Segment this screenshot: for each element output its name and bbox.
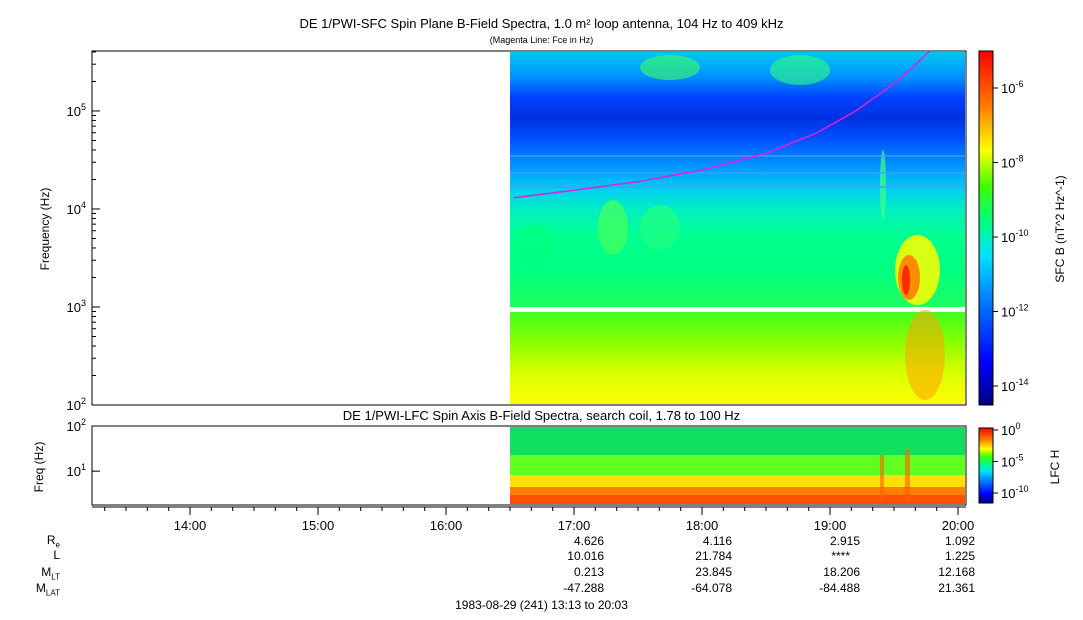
wave-emission-feature: [770, 55, 830, 85]
ephemeris-value: 23.845: [695, 565, 732, 579]
time-range-footer: 1983-08-29 (241) 13:13 to 20:03: [455, 598, 628, 612]
x-tick-label: 20:00: [941, 518, 975, 533]
x-tick-label: 18:00: [685, 518, 719, 533]
x-tick-label: 15:00: [301, 518, 335, 533]
ephemeris-value: 21.361: [938, 581, 975, 595]
ephemeris-value: 4.626: [573, 534, 604, 548]
colorbar-tick-label: 10-6: [1001, 79, 1023, 96]
ephemeris-value: 0.213: [573, 565, 604, 579]
y-tick-label: 102: [67, 396, 86, 413]
y-tick-label: 101: [67, 462, 86, 479]
chart-subtitle: (Magenta Line: Fce in Hz): [489, 35, 594, 45]
wave-emission-feature: [598, 200, 628, 255]
wave-emission-feature: [512, 225, 557, 265]
x-tick-label: 16:00: [429, 518, 463, 533]
colorbar-tick-label: 10-8: [1001, 154, 1023, 171]
x-tick-label: 17:00: [557, 518, 591, 533]
fce-line: [513, 50, 931, 199]
y-tick-label: 102: [67, 417, 86, 434]
ephemeris-label-l: L: [53, 548, 60, 562]
ephemeris-value: 21.784: [695, 549, 732, 563]
y-tick-label: 103: [67, 298, 86, 315]
chart-title: DE 1/PWI-SFC Spin Plane B-Field Spectra,…: [299, 16, 784, 31]
sfc-colorbar-label: SFC B (nT^2 Hz^-1): [1053, 175, 1067, 283]
y-tick-label: 105: [67, 102, 86, 119]
lfc-spectrogram: [510, 427, 965, 504]
colorbar-tick-label: 10-10: [1001, 484, 1028, 501]
colorbar-tick-label: 100: [1001, 421, 1020, 438]
ephemeris-value: 12.168: [938, 565, 975, 579]
wave-emission-feature: [640, 55, 700, 80]
ephemeris-value: -84.488: [819, 581, 860, 595]
wave-emission-feature: [640, 205, 680, 250]
sfc-spectrogram-upper: [510, 52, 965, 307]
sfc-y-axis-label: Frequency (Hz): [38, 187, 52, 271]
ephemeris-value: 1.092: [944, 534, 975, 548]
x-tick-label: 19:00: [813, 518, 847, 533]
ephemeris-value: ****: [831, 549, 850, 563]
x-tick-label: 14:00: [173, 518, 207, 533]
ephemeris-label-mlat: MLAT: [35, 581, 60, 598]
lfc-colorbar: [978, 427, 994, 504]
ephemeris-label-mlt: MLT: [41, 565, 60, 582]
lfc-colorbar-label: LFC H: [1048, 449, 1062, 485]
sfc-wave-features: [510, 55, 965, 400]
ephemeris-value: 18.206: [823, 565, 860, 579]
interference-line: [510, 155, 965, 157]
ephemeris-value: 2.915: [829, 534, 860, 548]
colorbar-tick-label: 10-12: [1001, 303, 1028, 320]
ephemeris-value: 4.116: [702, 534, 732, 548]
wave-emission-feature: [905, 310, 945, 400]
ephemeris-label-re: Re: [46, 533, 60, 550]
interference-line: [510, 186, 965, 188]
sfc-spectrogram-lower: [510, 312, 965, 404]
ephemeris-value: -64.078: [691, 581, 732, 595]
lfc-panel-title: DE 1/PWI-LFC Spin Axis B-Field Spectra, …: [342, 408, 741, 423]
ephemeris-value: -47.288: [563, 581, 604, 595]
sfc-colorbar: [978, 50, 994, 406]
ephemeris-value: 10.016: [567, 549, 604, 563]
interference-line: [510, 172, 965, 174]
ephemeris-value: 1.225: [944, 549, 975, 563]
colorbar-tick-label: 10-14: [1001, 377, 1028, 394]
lfc-y-axis-label: Freq (Hz): [32, 441, 46, 493]
wave-emission-feature: [902, 265, 910, 295]
colorbar-tick-label: 10-10: [1001, 228, 1028, 245]
colorbar-tick-label: 10-5: [1001, 453, 1023, 470]
y-tick-label: 104: [67, 200, 86, 217]
wave-emission-feature: [880, 150, 886, 220]
